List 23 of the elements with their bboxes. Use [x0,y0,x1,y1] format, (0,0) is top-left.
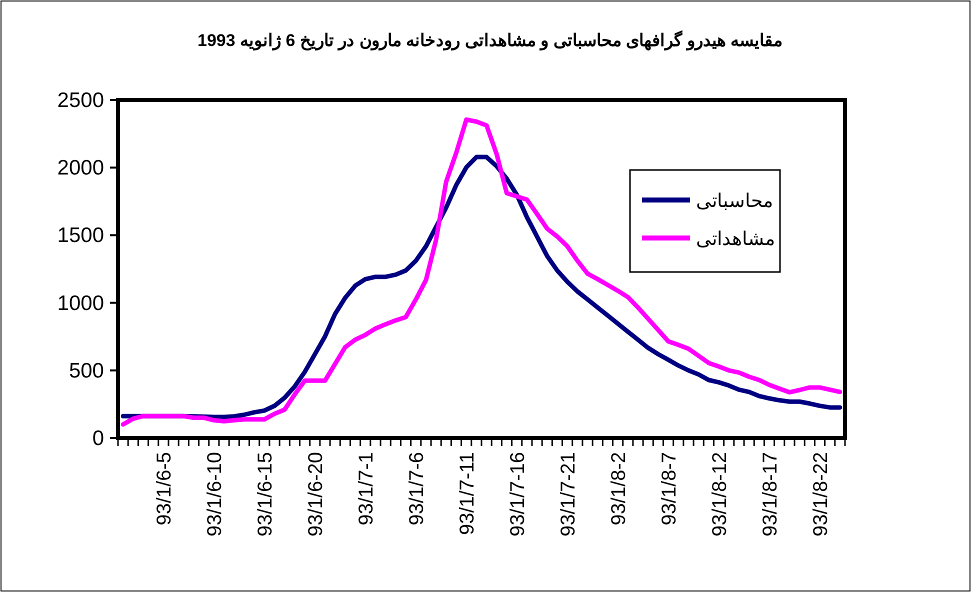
x-tick-label: 93/1/7-16 [506,452,529,537]
x-tick-label: 93/1/6-10 [204,452,226,537]
legend-label: محاسباتی [696,191,773,212]
y-tick-label: 0 [92,427,104,450]
x-tick-label: 93/1/7-11 [456,452,478,536]
y-tick-label: 2500 [57,89,104,112]
x-tick-label: 93/1/8-2 [608,452,630,526]
legend-label: مشاهداتی [696,229,775,250]
x-tick-label: 93/1/6-5 [153,452,176,526]
y-tick-label: 500 [68,359,104,382]
chart-title: مقایسه هیدرو گرافهای محاسباتی و مشاهداتی رودخانه مارون در تاریخ 6 ژانویه 1993 [196,30,784,52]
x-tick-label: 93/1/7-21 [557,452,580,537]
y-tick-label: 1500 [57,224,104,248]
x-tick-label: 93/1/7-6 [406,452,428,526]
x-tick-label: 93/1/8-17 [759,452,782,537]
y-tick-label: 1000 [57,292,104,315]
x-tick-label: 93/1/8-7 [658,452,680,526]
x-tick-label: 93/1/7-1 [355,452,378,526]
y-tick-label: 2000 [57,156,104,180]
x-tick-label: 93/1/8-12 [708,452,731,537]
x-tick-label: 93/1/6-15 [254,452,276,537]
x-tick-label: 93/1/6-20 [304,452,327,537]
x-tick-label: 93/1/8-22 [810,452,832,537]
